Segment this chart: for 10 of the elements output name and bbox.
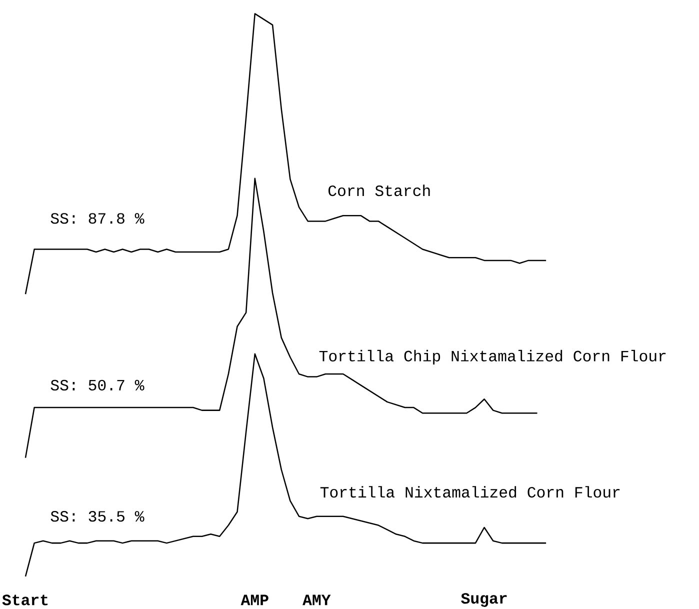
x-tick-label: Sugar (461, 593, 507, 607)
annotation: SS: 87.8 % (50, 213, 144, 224)
annotation: SS: 35.5 % (50, 511, 144, 522)
series-label: Tortilla Chip Nixtamalized Corn Flour (319, 350, 666, 365)
annotation: SS: 50.7 % (50, 380, 144, 391)
series-label: Tortilla Nixtamalized Corn Flour (320, 486, 620, 498)
series-label: Corn Starch (328, 184, 430, 196)
x-tick-label: AMP (240, 594, 268, 606)
x-tick-label: Start (2, 594, 48, 606)
x-tick-label: AMY (302, 594, 331, 606)
